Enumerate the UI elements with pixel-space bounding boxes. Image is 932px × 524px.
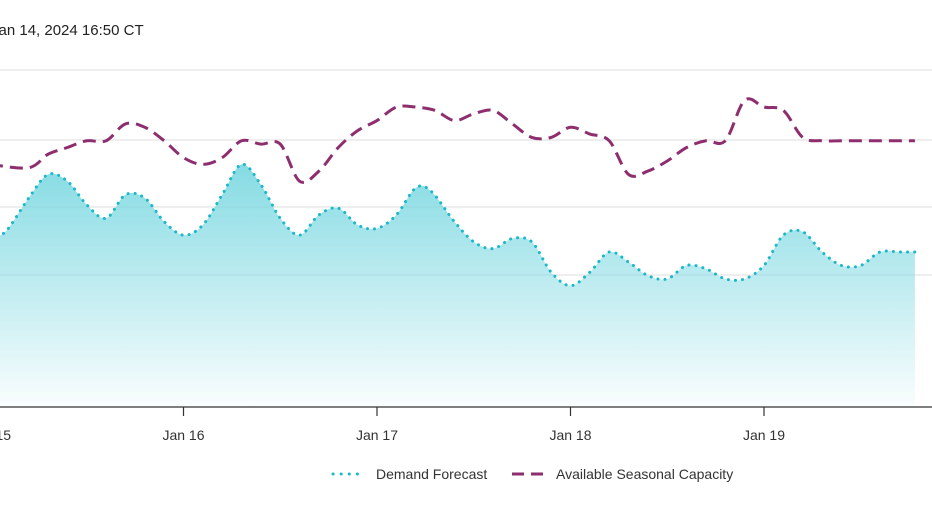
x-tick-label: Jan 16 — [162, 427, 204, 443]
legend-label: Available Seasonal Capacity — [556, 466, 733, 482]
legend: Demand Forecast Available Seasonal Capaci… — [331, 466, 733, 482]
x-tick-label: Jan 18 — [549, 427, 591, 443]
x-tick-label: Jan 17 — [356, 427, 398, 443]
series-lines — [0, 97, 917, 288]
available-seasonal-capacity-line — [0, 97, 915, 184]
x-tick-label: Jan 19 — [743, 427, 785, 443]
chart-subtitle: Jan 14, 2024 16:50 CT — [0, 22, 144, 39]
plot-area — [0, 164, 915, 407]
legend-label: Demand Forecast — [376, 466, 487, 482]
x-tick-label: Jan 15 — [0, 427, 11, 443]
demand-forecast-line — [0, 162, 917, 288]
x-axis: Jan 15 Jan 16 Jan 17 Jan 18 Jan 19 — [0, 406, 932, 443]
demand-forecast-area — [0, 164, 915, 407]
